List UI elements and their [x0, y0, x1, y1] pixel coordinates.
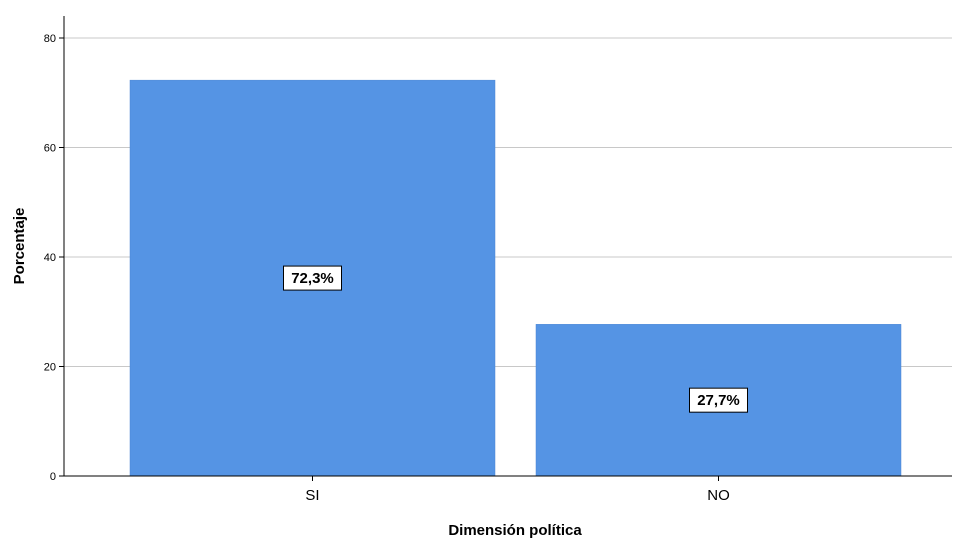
data-label-box: [689, 387, 748, 413]
y-ticks: 0 20 40 60 80: [44, 33, 64, 483]
data-label-box: [283, 265, 342, 291]
y-tick-label: 60: [44, 143, 56, 155]
data-labels: 72,3% 27,7%: [283, 265, 748, 413]
x-tick-label: SI: [305, 487, 319, 504]
x-category-labels: SI NO: [305, 476, 730, 504]
axes: [63, 16, 952, 477]
y-tick-label: 40: [44, 252, 56, 264]
x-tick-label: NO: [707, 487, 730, 504]
y-axis-title: Porcentaje: [11, 208, 28, 285]
y-tick-label: 80: [44, 33, 56, 45]
y-tick-label: 0: [50, 471, 56, 483]
data-label: 72,3%: [291, 270, 334, 287]
y-tick-label: 20: [44, 362, 56, 374]
x-axis-title: Dimensión política: [448, 522, 582, 539]
data-label: 27,7%: [697, 392, 740, 409]
bars: [129, 79, 902, 477]
